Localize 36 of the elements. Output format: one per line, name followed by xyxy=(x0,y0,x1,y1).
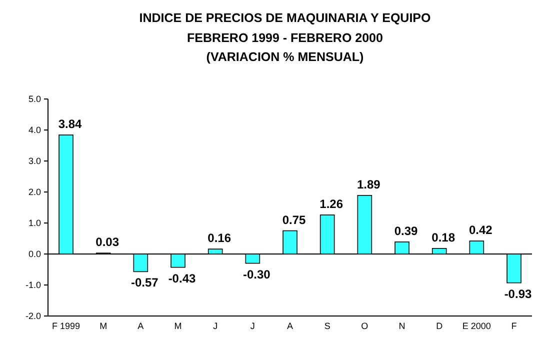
data-label: 0.16 xyxy=(208,231,232,246)
y-tick-label: -2.0 xyxy=(25,311,41,322)
chart-subtitle: FEBRERO 1999 - FEBRERO 2000 (VARIACION % MENSUAL) xyxy=(187,31,383,64)
y-tick-label: -1.0 xyxy=(25,280,41,290)
data-label: -0.43 xyxy=(168,271,196,286)
x-tick-label: N xyxy=(398,321,406,331)
x-tick-label: F xyxy=(511,321,518,331)
data-label: 3.84 xyxy=(58,116,82,131)
y-tick-label: 0.0 xyxy=(28,249,41,260)
data-label: 1.26 xyxy=(320,196,344,211)
y-tick-label: 2.0 xyxy=(28,187,41,198)
data-label: 1.89 xyxy=(356,177,381,192)
x-tick-label: S xyxy=(324,321,330,331)
y-tick-label: 3.0 xyxy=(28,156,41,166)
chart-title: INDICE DE PRECIOS DE MAQUINARIA Y EQUIPO xyxy=(139,11,432,25)
data-label: 0.18 xyxy=(432,230,456,244)
x-tick-label: A xyxy=(138,321,144,331)
x-tick-label: E 2000 xyxy=(462,321,491,331)
x-tick-label: J xyxy=(213,321,218,331)
x-tick-label: M xyxy=(100,321,108,331)
data-label: 0.42 xyxy=(468,222,493,237)
y-tick-label: 4.0 xyxy=(28,125,41,136)
data-label: -0.93 xyxy=(504,286,532,301)
x-tick-label: O xyxy=(361,321,368,331)
x-tick-label: J xyxy=(250,321,255,331)
data-label: -0.57 xyxy=(130,276,159,290)
x-tick-label: A xyxy=(286,321,294,331)
data-label: 0.75 xyxy=(282,212,306,227)
data-label: -0.30 xyxy=(242,267,271,282)
data-label: 0.39 xyxy=(394,224,418,238)
x-tick-label: M xyxy=(174,321,182,331)
y-tick-label: 1.0 xyxy=(28,218,41,228)
y-tick-label: 5.0 xyxy=(28,94,41,104)
x-tick-label: D xyxy=(436,321,444,331)
x-tick-label: F 1999 xyxy=(52,321,80,331)
data-label: 0.03 xyxy=(96,235,120,250)
